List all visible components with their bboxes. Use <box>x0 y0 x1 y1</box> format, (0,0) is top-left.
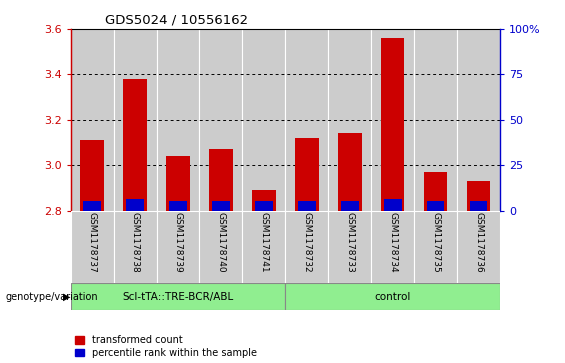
Bar <box>470 201 488 211</box>
Bar <box>114 211 157 283</box>
Text: GSM1178733: GSM1178733 <box>345 212 354 273</box>
Text: GSM1178736: GSM1178736 <box>474 212 483 273</box>
Bar <box>457 29 500 211</box>
Bar <box>157 211 199 283</box>
Bar <box>209 149 233 211</box>
Bar <box>169 201 187 211</box>
Bar <box>252 190 276 211</box>
Text: GDS5024 / 10556162: GDS5024 / 10556162 <box>105 13 248 26</box>
Bar <box>285 283 500 310</box>
Bar <box>295 138 319 211</box>
Bar <box>114 29 157 211</box>
Text: GSM1178740: GSM1178740 <box>216 212 225 273</box>
Text: GSM1178739: GSM1178739 <box>173 212 182 273</box>
Bar <box>126 199 144 211</box>
Bar <box>371 29 414 211</box>
Text: genotype/variation: genotype/variation <box>6 292 98 302</box>
Bar <box>71 283 285 310</box>
Bar <box>212 201 230 211</box>
Bar <box>199 211 242 283</box>
Text: GSM1178735: GSM1178735 <box>431 212 440 273</box>
Text: Scl-tTA::TRE-BCR/ABL: Scl-tTA::TRE-BCR/ABL <box>123 292 233 302</box>
Bar <box>166 156 190 211</box>
Bar <box>285 211 328 283</box>
Bar <box>255 201 273 211</box>
Bar <box>384 199 402 211</box>
Bar <box>242 211 285 283</box>
Text: GSM1178741: GSM1178741 <box>259 212 268 273</box>
Bar <box>123 79 147 211</box>
Legend: transformed count, percentile rank within the sample: transformed count, percentile rank withi… <box>76 335 257 358</box>
Bar <box>242 29 285 211</box>
Bar <box>157 29 199 211</box>
Bar <box>381 38 405 211</box>
Bar <box>414 211 457 283</box>
Bar <box>199 29 242 211</box>
Bar <box>457 211 500 283</box>
Bar <box>298 201 316 211</box>
Bar <box>341 201 359 211</box>
Bar <box>71 211 114 283</box>
Text: GSM1178737: GSM1178737 <box>88 212 97 273</box>
Text: GSM1178732: GSM1178732 <box>302 212 311 273</box>
Text: GSM1178738: GSM1178738 <box>131 212 140 273</box>
Bar <box>71 29 114 211</box>
Text: control: control <box>375 292 411 302</box>
Bar <box>83 201 101 211</box>
Text: ▶: ▶ <box>63 292 71 302</box>
Bar <box>80 140 104 211</box>
Bar <box>467 181 490 211</box>
Bar <box>371 211 414 283</box>
Bar <box>285 29 328 211</box>
Bar <box>414 29 457 211</box>
Bar <box>328 29 371 211</box>
Text: GSM1178734: GSM1178734 <box>388 212 397 273</box>
Bar <box>338 133 362 211</box>
Bar <box>424 172 447 211</box>
Bar <box>328 211 371 283</box>
Bar <box>427 201 445 211</box>
